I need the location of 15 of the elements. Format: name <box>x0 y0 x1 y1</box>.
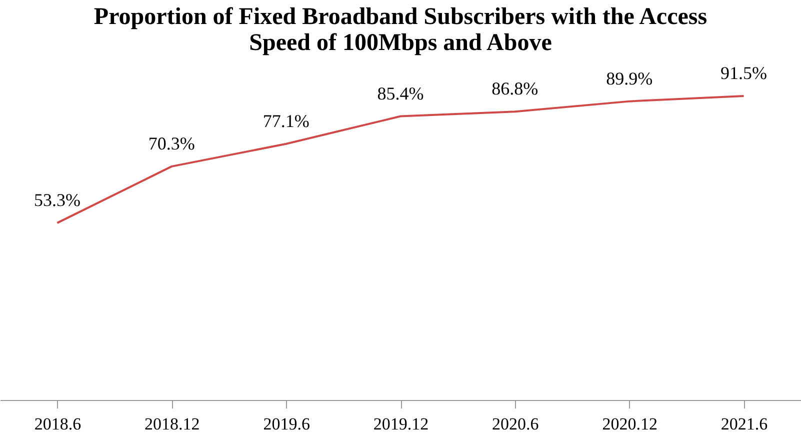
x-tick-label: 2019.12 <box>373 414 429 434</box>
x-tick-label: 2021.6 <box>720 414 768 434</box>
data-label: 91.5% <box>720 63 768 83</box>
x-tick-label: 2018.12 <box>144 414 200 434</box>
x-tick-label: 2019.6 <box>263 414 310 434</box>
x-tick-label: 2020.6 <box>492 414 539 434</box>
data-label: 53.3% <box>34 190 80 210</box>
data-label: 70.3% <box>148 133 195 154</box>
data-label: 77.1% <box>262 110 310 131</box>
data-label: 85.4% <box>377 83 424 104</box>
x-tick-label: 2018.6 <box>34 414 82 434</box>
data-label: 89.9% <box>606 68 653 88</box>
x-tick-label: 2020.12 <box>602 414 658 434</box>
chart-title: Proportion of Fixed Broadband Subscribers with the Access Speed of 100Mbps and Above <box>94 4 708 56</box>
data-label: 86.8% <box>492 78 538 99</box>
